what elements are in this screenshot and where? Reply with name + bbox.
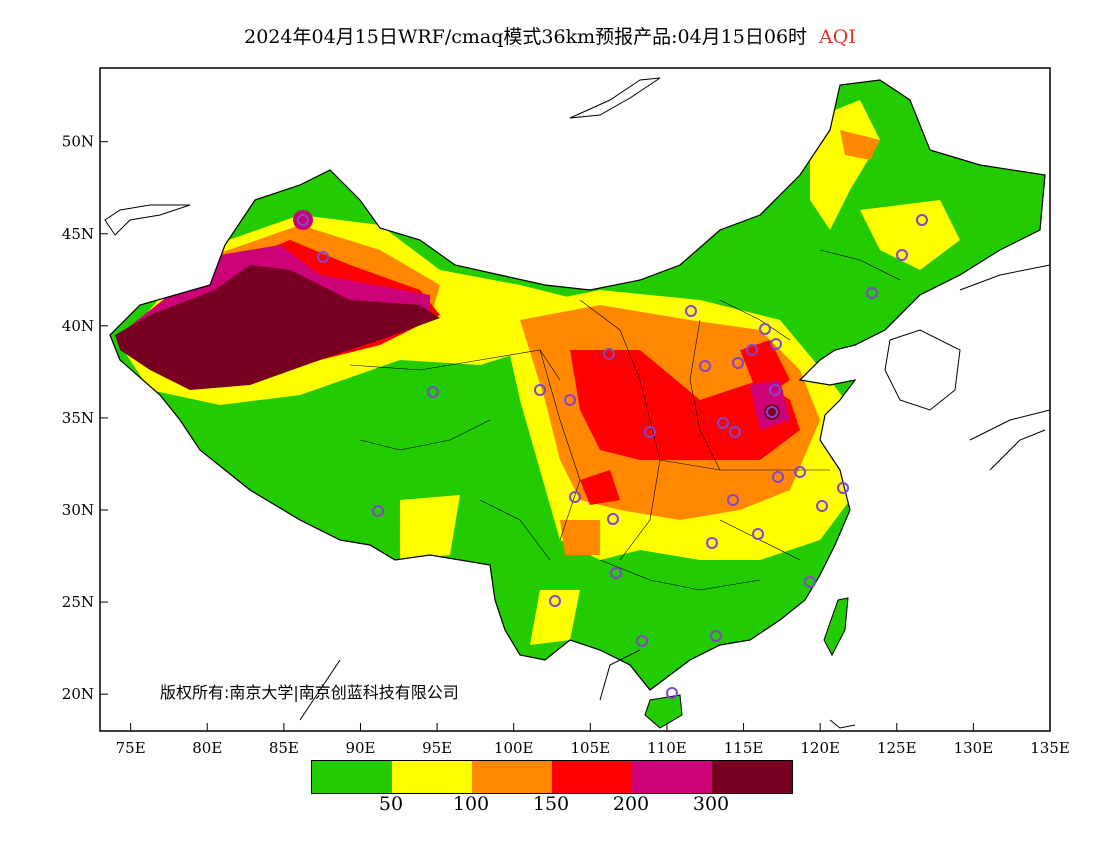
legend-swatch bbox=[632, 761, 712, 793]
station-marker bbox=[317, 251, 329, 263]
lon-tick-label: 85E bbox=[269, 739, 299, 757]
title-variable: AQI bbox=[819, 26, 856, 48]
station-marker bbox=[816, 500, 828, 512]
lat-tick-label: 20N bbox=[62, 685, 94, 703]
lat-tick-label: 25N bbox=[62, 593, 94, 611]
station-marker bbox=[732, 357, 744, 369]
legend-swatch bbox=[392, 761, 472, 793]
station-marker bbox=[772, 471, 784, 483]
legend-tick-label: 100 bbox=[452, 793, 490, 815]
station-marker bbox=[685, 305, 697, 317]
station-marker bbox=[644, 426, 656, 438]
map-title: 2024年04月15日WRF/cmaq模式36km预报产品:04月15日06时 A… bbox=[0, 22, 1100, 49]
station-marker bbox=[766, 406, 778, 418]
copyright-text: 版权所有:南京大学|南京创蓝科技有限公司 bbox=[160, 683, 459, 702]
lon-tick-label: 110E bbox=[647, 739, 687, 757]
station-marker bbox=[706, 537, 718, 549]
station-marker bbox=[769, 384, 781, 396]
station-marker bbox=[752, 528, 764, 540]
station-marker bbox=[896, 249, 908, 261]
station-marker bbox=[727, 494, 739, 506]
station-marker bbox=[569, 491, 581, 503]
station-marker bbox=[916, 214, 928, 226]
lon-tick-label: 90E bbox=[345, 739, 375, 757]
station-marker bbox=[837, 482, 849, 494]
taiwan-island bbox=[823, 597, 849, 657]
legend-swatch bbox=[312, 761, 392, 793]
station-marker bbox=[372, 505, 384, 517]
lat-tick-label: 45N bbox=[62, 225, 94, 243]
country-border bbox=[109, 79, 1046, 691]
lon-tick-label: 100E bbox=[494, 739, 534, 757]
lon-tick-label: 130E bbox=[954, 739, 994, 757]
station-marker bbox=[564, 394, 576, 406]
station-marker bbox=[729, 426, 741, 438]
aqi-color-legend bbox=[311, 760, 793, 794]
lon-tick-label: 75E bbox=[116, 739, 146, 757]
station-marker bbox=[549, 595, 561, 607]
lon-tick-label: 120E bbox=[800, 739, 840, 757]
map-frame bbox=[99, 67, 1051, 732]
legend-tick-label: 300 bbox=[692, 793, 730, 815]
station-marker bbox=[746, 344, 758, 356]
station-marker bbox=[710, 630, 722, 642]
hainan-island bbox=[644, 694, 683, 729]
lat-tick-label: 40N bbox=[62, 317, 94, 335]
neighbor-coastlines bbox=[104, 77, 1050, 729]
legend-swatch bbox=[712, 761, 792, 793]
station-marker bbox=[610, 567, 622, 579]
station-marker bbox=[297, 214, 309, 226]
station-marker bbox=[607, 513, 619, 525]
longitude-axis: 75E 80E 85E 90E 95E 100E 105E 110E 115E 120E 125E 1… bbox=[116, 723, 1070, 757]
legend-tick-label: 50 bbox=[378, 793, 404, 815]
station-markers bbox=[297, 214, 928, 699]
station-marker bbox=[794, 466, 806, 478]
station-marker bbox=[804, 576, 816, 588]
station-marker bbox=[759, 323, 771, 335]
lon-tick-label: 115E bbox=[724, 739, 764, 757]
station-marker bbox=[603, 348, 615, 360]
lon-tick-label: 80E bbox=[192, 739, 222, 757]
lon-tick-label: 105E bbox=[571, 739, 611, 757]
station-marker bbox=[866, 287, 878, 299]
lat-tick-label: 50N bbox=[62, 133, 94, 151]
legend-tick-label: 200 bbox=[612, 793, 650, 815]
lat-tick-label: 35N bbox=[62, 409, 94, 427]
legend-swatch bbox=[552, 761, 632, 793]
map-panel: 版权所有:南京大学|南京创蓝科技有限公司 bbox=[100, 68, 1050, 731]
lat-tick-label: 30N bbox=[62, 501, 94, 519]
province-borders bbox=[349, 249, 901, 591]
lon-tick-label: 125E bbox=[877, 739, 917, 757]
station-marker bbox=[770, 338, 782, 350]
latitude-axis: 50N 45N 40N 35N 30N 25N 20N bbox=[62, 133, 108, 703]
lon-tick-label: 135E bbox=[1030, 739, 1070, 757]
station-marker bbox=[636, 635, 648, 647]
station-marker bbox=[699, 360, 711, 372]
station-marker bbox=[666, 687, 678, 699]
lon-tick-label: 95E bbox=[422, 739, 452, 757]
station-marker bbox=[534, 384, 546, 396]
legend-tick-label: 150 bbox=[532, 793, 570, 815]
title-text: 2024年04月15日WRF/cmaq模式36km预报产品:04月15日06时 bbox=[244, 26, 808, 48]
station-marker bbox=[717, 417, 729, 429]
legend-swatch bbox=[472, 761, 552, 793]
station-marker bbox=[427, 386, 439, 398]
